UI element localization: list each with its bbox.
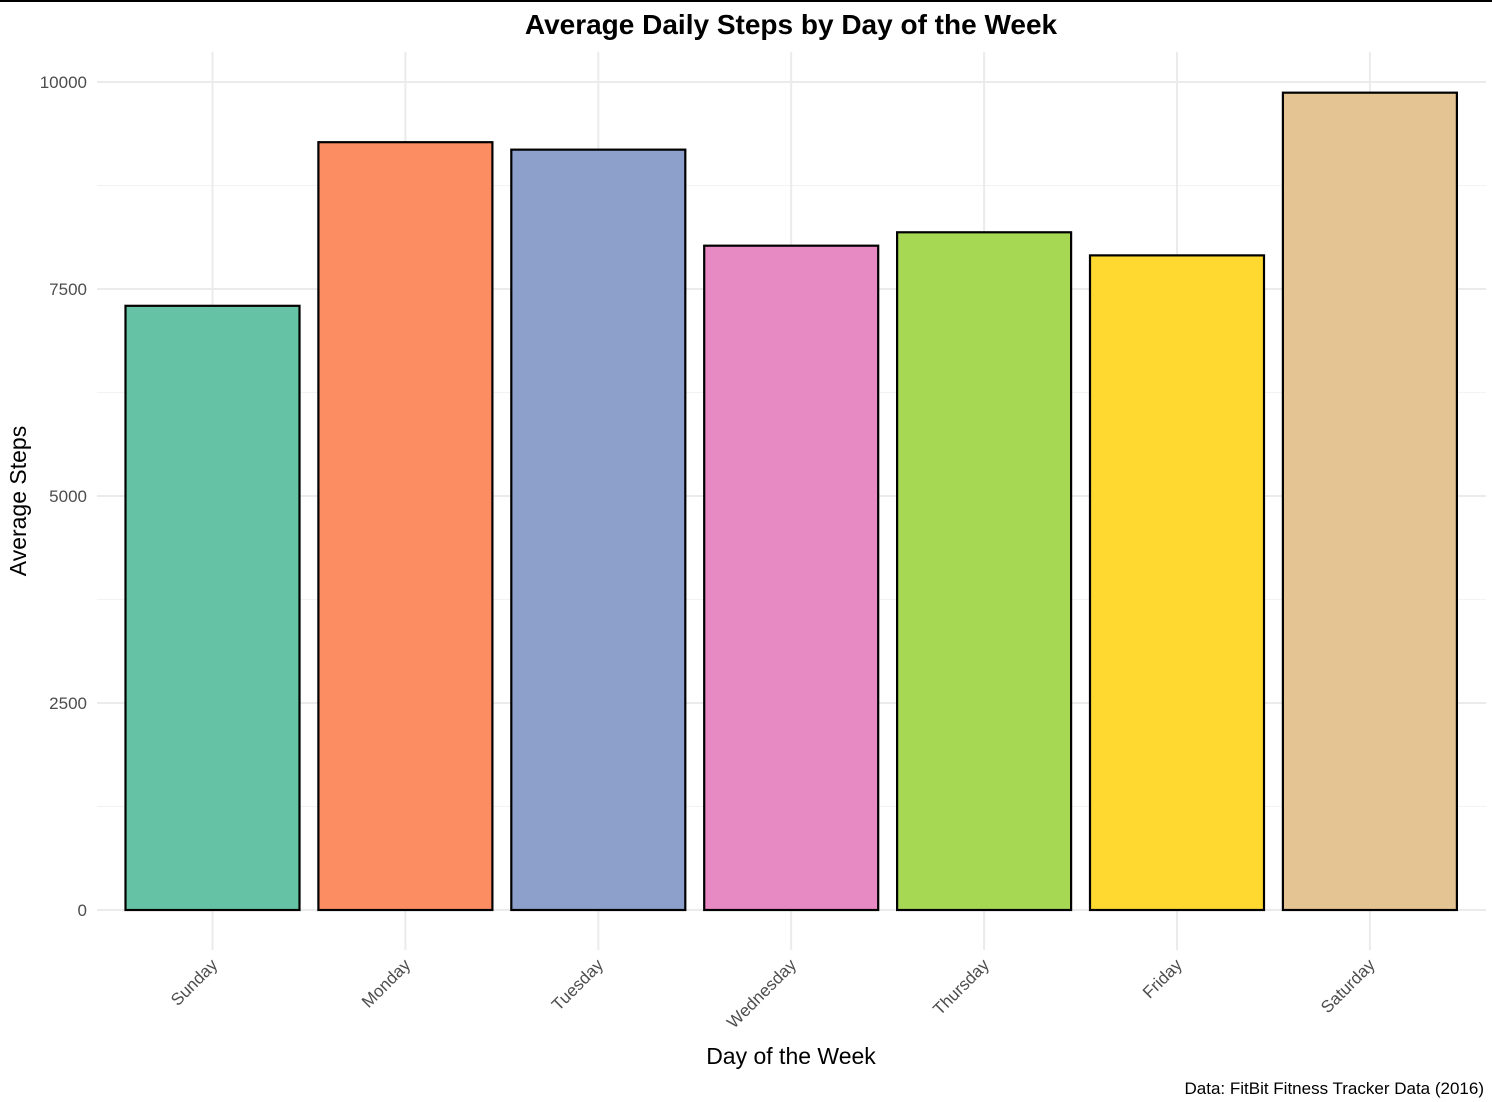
x-tick-label-friday: Friday bbox=[1139, 955, 1186, 1002]
y-tick-label: 7500 bbox=[49, 280, 87, 299]
chart-title: Average Daily Steps by Day of the Week bbox=[525, 9, 1058, 40]
x-tick-label-monday: Monday bbox=[358, 955, 415, 1012]
top-border-line bbox=[0, 0, 1492, 2]
x-tick-label-tuesday: Tuesday bbox=[548, 955, 607, 1014]
bar-tuesday bbox=[510, 148, 687, 912]
x-tick-labels: Sunday Monday Tuesday Wednesday Thursday Frid… bbox=[167, 955, 1379, 1032]
x-tick-label-sunday: Sunday bbox=[167, 955, 222, 1010]
bar-monday bbox=[317, 141, 494, 912]
y-tick-label: 10000 bbox=[40, 73, 87, 92]
bar-friday bbox=[1088, 254, 1266, 912]
y-tick-label: 5000 bbox=[49, 487, 87, 506]
x-axis-title: Day of the Week bbox=[706, 1043, 876, 1069]
y-tick-label: 0 bbox=[78, 901, 87, 920]
bars bbox=[124, 91, 1459, 912]
bar-sunday bbox=[124, 304, 301, 912]
bar-wednesday bbox=[703, 244, 880, 912]
x-tick-label-wednesday: Wednesday bbox=[723, 955, 800, 1032]
chart-caption: Data: FitBit Fitness Tracker Data (2016) bbox=[1185, 1079, 1485, 1098]
x-tick-label-saturday: Saturday bbox=[1317, 955, 1379, 1017]
bar-thursday bbox=[895, 231, 1073, 912]
y-axis-title: Average Steps bbox=[5, 426, 31, 576]
y-tick-labels: 0 2500 5000 7500 10000 bbox=[40, 73, 87, 920]
bar-saturday bbox=[1281, 91, 1459, 912]
y-tick-label: 2500 bbox=[49, 694, 87, 713]
x-tick-label-thursday: Thursday bbox=[929, 955, 993, 1019]
